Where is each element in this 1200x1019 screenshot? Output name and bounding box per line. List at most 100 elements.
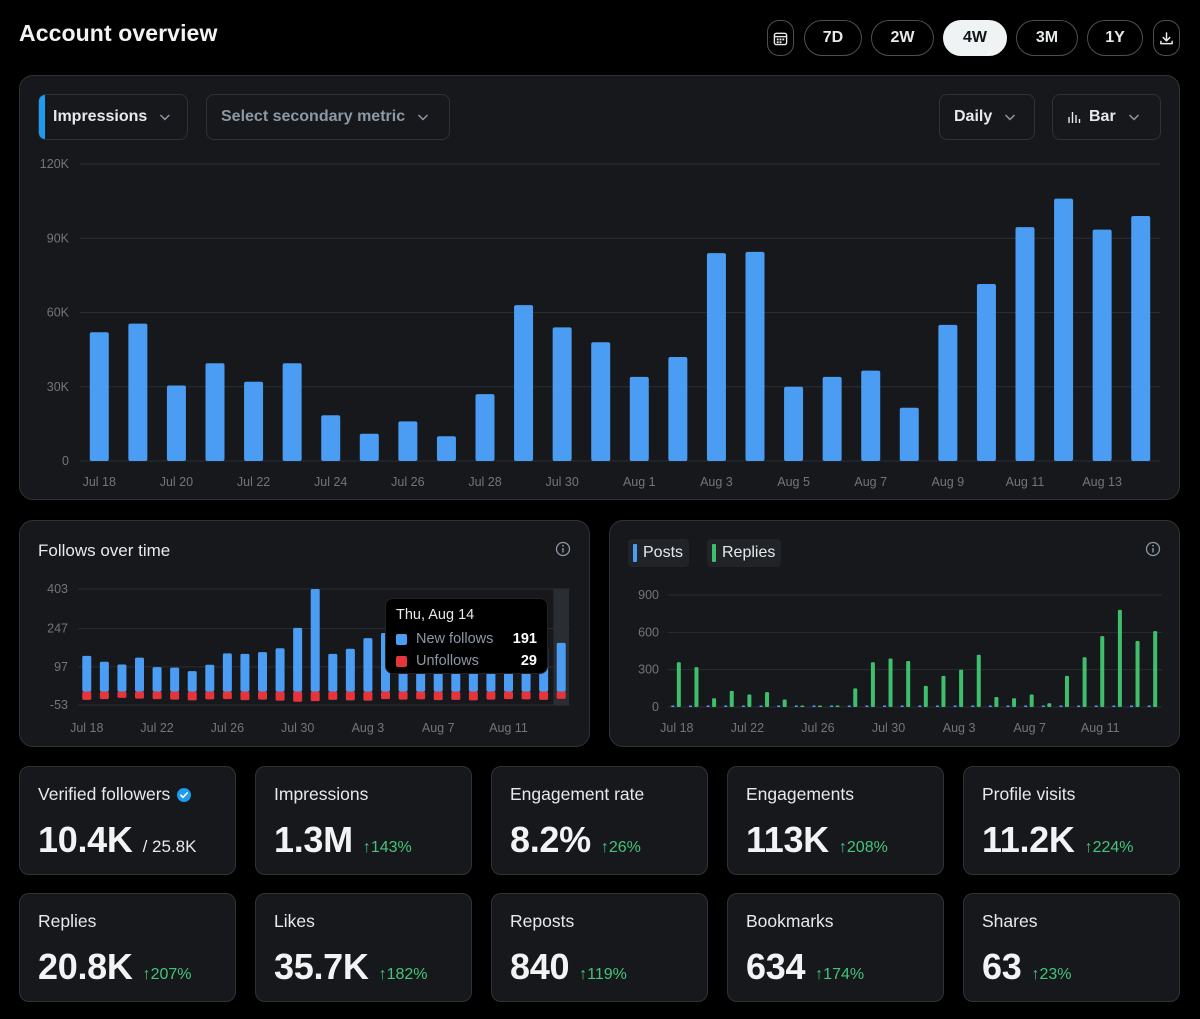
- impressions-bar: [475, 394, 495, 461]
- unfollows-bar: [310, 691, 320, 702]
- posts-bar: [953, 705, 957, 707]
- unfollows-bar: [152, 691, 162, 700]
- impressions-bar: [745, 251, 765, 461]
- posts-color-bar: [633, 544, 637, 562]
- replies-bar: [906, 660, 911, 707]
- x-tick-label: Aug 5: [777, 475, 810, 489]
- stat-reposts[interactable]: Reposts 840 ↑119%: [491, 893, 708, 1002]
- new-follows-bar: [99, 661, 109, 692]
- replies-bar: [853, 688, 858, 707]
- chevron-down-icon: [1005, 114, 1016, 121]
- posts-bar: [794, 705, 798, 707]
- tooltip-value: 191: [512, 631, 537, 647]
- interval-label: Daily: [954, 108, 993, 125]
- stat-engagements[interactable]: Engagements 113K ↑208%: [727, 766, 944, 875]
- unfollows-bar: [416, 691, 426, 700]
- unfollows-bar: [135, 691, 144, 699]
- x-tick-label: Jul 22: [731, 721, 764, 735]
- new-follows-bar: [222, 653, 232, 692]
- stat-label: Verified followers: [38, 784, 192, 805]
- unfollows-bar: [504, 691, 513, 700]
- primary-metric-dropdown[interactable]: Impressions: [38, 94, 188, 140]
- replies-bar: [835, 705, 840, 707]
- y-tick-label: 97: [54, 660, 68, 674]
- x-tick-label: Jul 18: [83, 475, 116, 489]
- unfollows-bar: [258, 691, 267, 700]
- impressions-chart-card: Impressions Select secondary metric Dail…: [19, 75, 1180, 500]
- stat-engagement-rate[interactable]: Engagement rate 8.2% ↑26%: [491, 766, 708, 875]
- replies-bar: [694, 667, 699, 707]
- posts-bar: [759, 705, 763, 707]
- download-button[interactable]: [1153, 20, 1180, 56]
- replies-bar: [870, 662, 875, 707]
- info-icon[interactable]: [555, 541, 571, 557]
- stat-replies[interactable]: Replies 20.8K ↑207%: [19, 893, 236, 1002]
- unfollows-bar: [117, 691, 127, 698]
- replies-bar: [923, 685, 928, 707]
- impressions-bar: [938, 324, 958, 461]
- tooltip-value: 29: [520, 653, 537, 669]
- stat-profile-visits[interactable]: Profile visits 11.2K ↑224%: [963, 766, 1180, 875]
- stat-value-text: 1.3M: [274, 819, 353, 860]
- unfollows-bar: [205, 691, 215, 700]
- x-tick-label: Aug 7: [1013, 721, 1046, 735]
- impressions-bar: [166, 385, 186, 461]
- chart-type-dropdown[interactable]: Bar: [1052, 94, 1161, 140]
- stat-impressions[interactable]: Impressions 1.3M ↑143%: [255, 766, 472, 875]
- replies-bar: [994, 697, 999, 707]
- posts-bar: [777, 705, 781, 707]
- new-follows-bar: [152, 667, 162, 692]
- x-tick-label: Jul 30: [545, 475, 578, 489]
- impressions-bar: [89, 332, 109, 461]
- new-follows-bar: [258, 652, 267, 692]
- replies-bar: [1064, 675, 1069, 707]
- calendar-button[interactable]: [767, 20, 794, 56]
- impressions-bar: [552, 327, 572, 461]
- legend-replies[interactable]: Replies: [707, 539, 782, 567]
- stat-change: ↑208%: [838, 839, 888, 856]
- x-tick-label: Aug 3: [352, 721, 385, 735]
- replies-bar: [1117, 609, 1122, 707]
- stat-label: Engagements: [746, 784, 854, 804]
- secondary-metric-placeholder: Select secondary metric: [221, 108, 406, 125]
- new-follows-bar: [293, 627, 303, 692]
- range-1y-button[interactable]: 1Y: [1087, 20, 1143, 56]
- new-follows-bar: [240, 653, 250, 692]
- impressions-bar: [321, 415, 341, 461]
- unfollows-swatch: [396, 655, 407, 667]
- stat-shares[interactable]: Shares 63 ↑23%: [963, 893, 1180, 1002]
- y-tick-label: 0: [652, 700, 659, 714]
- stat-verified-followers[interactable]: Verified followers 10.4K / 25.8K: [19, 766, 236, 875]
- posts-bar: [830, 705, 834, 707]
- stat-value-text: 10.4K: [38, 819, 133, 860]
- unfollows-bar: [451, 691, 461, 700]
- posts-bar: [1059, 705, 1063, 707]
- x-tick-label: Aug 11: [489, 721, 528, 735]
- replies-bar: [1012, 698, 1017, 707]
- impressions-bar: [1054, 198, 1074, 461]
- range-7d-button[interactable]: 7D: [804, 20, 862, 56]
- stat-label: Shares: [982, 911, 1038, 931]
- posts-replies-bar-chart: 0 300 600 900 Jul 18 Jul 22 Jul 26 Jul 30 Aug 3 A…: [638, 588, 1162, 735]
- impressions-bar: [822, 376, 842, 461]
- stat-label-text: Verified followers: [38, 784, 171, 804]
- range-3m-button[interactable]: 3M: [1016, 20, 1078, 56]
- replies-bar: [765, 692, 770, 707]
- bar-chart-icon: [1068, 112, 1081, 123]
- impressions-bar: [359, 433, 379, 461]
- posts-bar: [847, 705, 851, 707]
- legend-posts[interactable]: Posts: [628, 539, 690, 567]
- replies-bar: [1029, 694, 1034, 707]
- x-tick-label: Aug 11: [1006, 475, 1045, 489]
- calendar-icon: [773, 32, 788, 45]
- secondary-metric-dropdown[interactable]: Select secondary metric: [206, 94, 450, 140]
- interval-dropdown[interactable]: Daily: [939, 94, 1035, 140]
- unfollows-bar: [222, 691, 232, 700]
- stat-bookmarks[interactable]: Bookmarks 634 ↑174%: [727, 893, 944, 1002]
- range-4w-button[interactable]: 4W: [943, 20, 1007, 56]
- range-2w-button[interactable]: 2W: [871, 20, 934, 56]
- info-icon[interactable]: [1145, 541, 1161, 557]
- y-tick-label: 300: [638, 663, 659, 677]
- stat-likes[interactable]: Likes 35.7K ↑182%: [255, 893, 472, 1002]
- stat-label: Engagement rate: [510, 784, 645, 804]
